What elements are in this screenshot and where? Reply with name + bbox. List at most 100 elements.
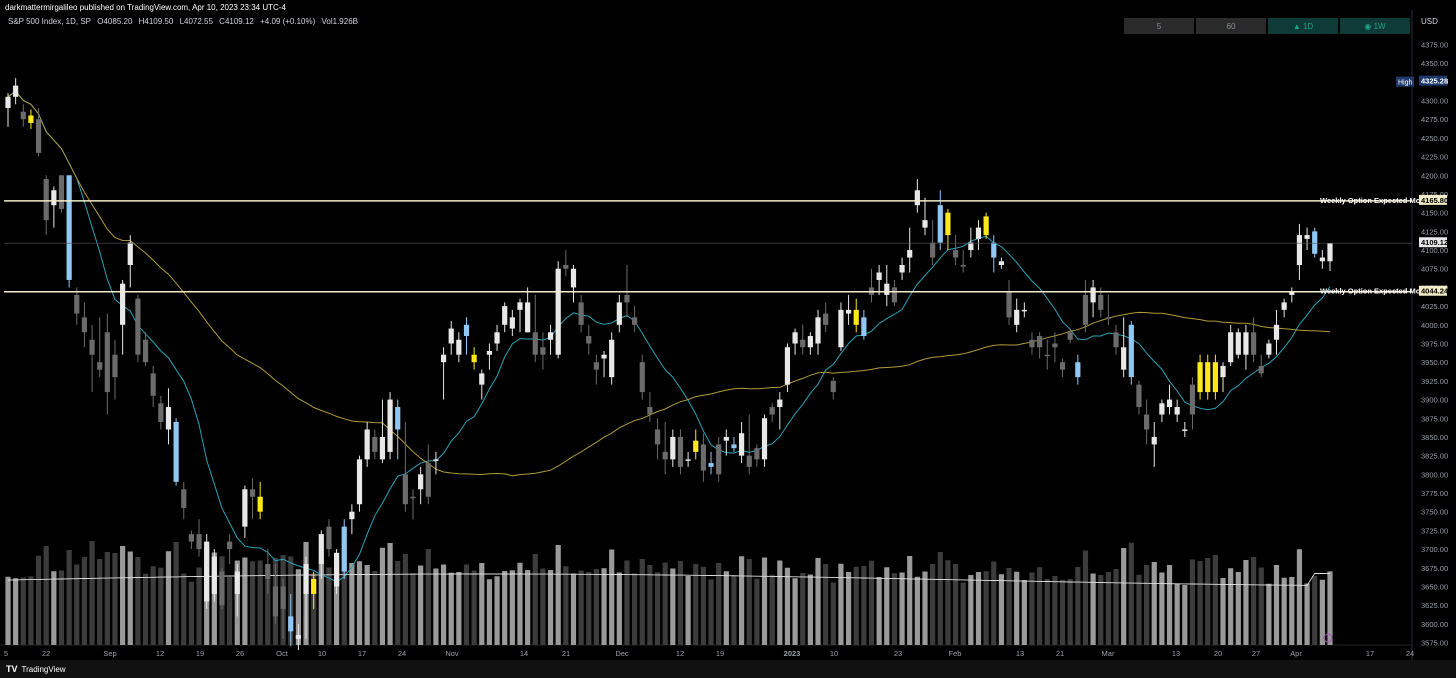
candle-body [1327, 243, 1333, 262]
volume-bar [311, 573, 317, 645]
price-tick-label: 4375.00 [1421, 40, 1448, 49]
volume-bar [746, 559, 752, 645]
volume-bar [1220, 578, 1226, 645]
candle-body [211, 556, 217, 594]
volume-bar [456, 572, 462, 645]
volume-bar [952, 564, 959, 645]
interval-1w-button[interactable]: ◉ 1W [1340, 18, 1410, 34]
interval-selector: 5 60 ▲ 1D ◉ 1W [1124, 18, 1410, 34]
symbol-name[interactable]: S&P 500 Index, 1D, SP [8, 17, 92, 26]
volume-bar [693, 564, 699, 645]
candle-body [249, 489, 256, 497]
candle-body [1151, 436, 1157, 445]
candle-body [654, 429, 661, 445]
candle-body [1136, 384, 1142, 408]
candle-body [1266, 343, 1272, 355]
time-tick-label: Feb [949, 649, 962, 658]
candle-body [395, 407, 401, 430]
volume-bar [188, 581, 194, 645]
volume-bar [609, 549, 615, 645]
candle-body [891, 287, 898, 303]
volume-bar [165, 551, 172, 645]
volume-bar [502, 571, 508, 645]
candle-body [532, 332, 538, 355]
interval-5-button[interactable]: 5 [1124, 18, 1194, 34]
time-tick-label: 24 [1406, 649, 1414, 658]
candle-body [1281, 302, 1287, 310]
volume-bar [960, 582, 966, 645]
candle-body [1166, 399, 1173, 408]
candle-body [555, 268, 561, 355]
price-tick-label: 3850.00 [1421, 433, 1448, 442]
candle-body [1052, 343, 1058, 348]
price-tick-label: 4100.00 [1421, 246, 1448, 255]
time-tick-label: 21 [1056, 649, 1064, 658]
volume-bar [418, 565, 424, 645]
candle-body [907, 250, 913, 258]
candle-body [807, 336, 813, 348]
volume-bar [35, 555, 42, 645]
time-tick-label: 12 [156, 649, 164, 658]
candle-body [823, 313, 829, 325]
volume-bar [563, 566, 569, 645]
price-tick-label: 3600.00 [1421, 620, 1448, 629]
candle-body [578, 302, 584, 325]
time-tick-label: 20 [1214, 649, 1222, 658]
candle-body [716, 444, 722, 475]
candle-body [845, 309, 852, 314]
candle-body [158, 403, 164, 422]
volume-bar [410, 573, 416, 645]
interval-60-button[interactable]: 60 [1196, 18, 1266, 34]
volume-bar [433, 568, 439, 645]
volume-bar [937, 552, 943, 645]
volume-bar [1281, 577, 1287, 645]
interval-1d-button[interactable]: ▲ 1D [1268, 18, 1338, 34]
volume-bar [1327, 571, 1333, 645]
candle-body [1212, 362, 1218, 393]
candle-body [1037, 336, 1043, 348]
candle-body [295, 635, 301, 639]
volume-bar [639, 559, 645, 645]
price-tick-label: 4125.00 [1421, 227, 1448, 236]
candle-body [968, 242, 974, 251]
candle-body [1304, 235, 1310, 239]
candle-body [349, 511, 355, 520]
candle-body [1205, 362, 1211, 393]
volume-bar [754, 578, 760, 645]
volume-bar [395, 561, 401, 645]
candle-body [43, 179, 49, 221]
candle-body [639, 362, 645, 393]
candle-body [1159, 403, 1165, 415]
tradingview-brand[interactable]: TV TradingView [6, 664, 66, 674]
candle-body [1182, 429, 1188, 431]
candle-body [777, 399, 783, 408]
candle-body [1289, 291, 1295, 295]
price-tick-label: 4275.00 [1421, 115, 1448, 124]
price-tick-label: 4000.00 [1421, 321, 1448, 330]
volume-bar [97, 559, 103, 645]
volume-bar [120, 546, 126, 645]
candle-body [586, 336, 592, 344]
time-tick-label: 13 [1016, 649, 1024, 658]
volume-bar [265, 570, 271, 645]
volume-bar [761, 557, 768, 645]
volume-bar [654, 572, 661, 645]
volume-bar [1098, 575, 1104, 645]
candle-body [356, 459, 363, 505]
volume-bar [1105, 572, 1111, 645]
candle-body [448, 328, 454, 344]
candle-body [700, 444, 706, 471]
time-tick-label: Nov [445, 649, 459, 658]
candle-body [677, 436, 684, 467]
volume-bar [807, 574, 813, 645]
volume-bar [448, 572, 454, 645]
candle-body [494, 332, 500, 344]
volume-bar [830, 582, 836, 645]
volume-bar [379, 547, 386, 645]
candle-body [379, 436, 386, 460]
time-tick-label: 14 [520, 649, 528, 658]
volume-bar [540, 568, 546, 645]
volume-bar [1182, 585, 1188, 645]
price-chart[interactable]: 4375.004350.004325.004300.004275.004250.… [0, 0, 1456, 660]
candle-body [769, 407, 775, 415]
